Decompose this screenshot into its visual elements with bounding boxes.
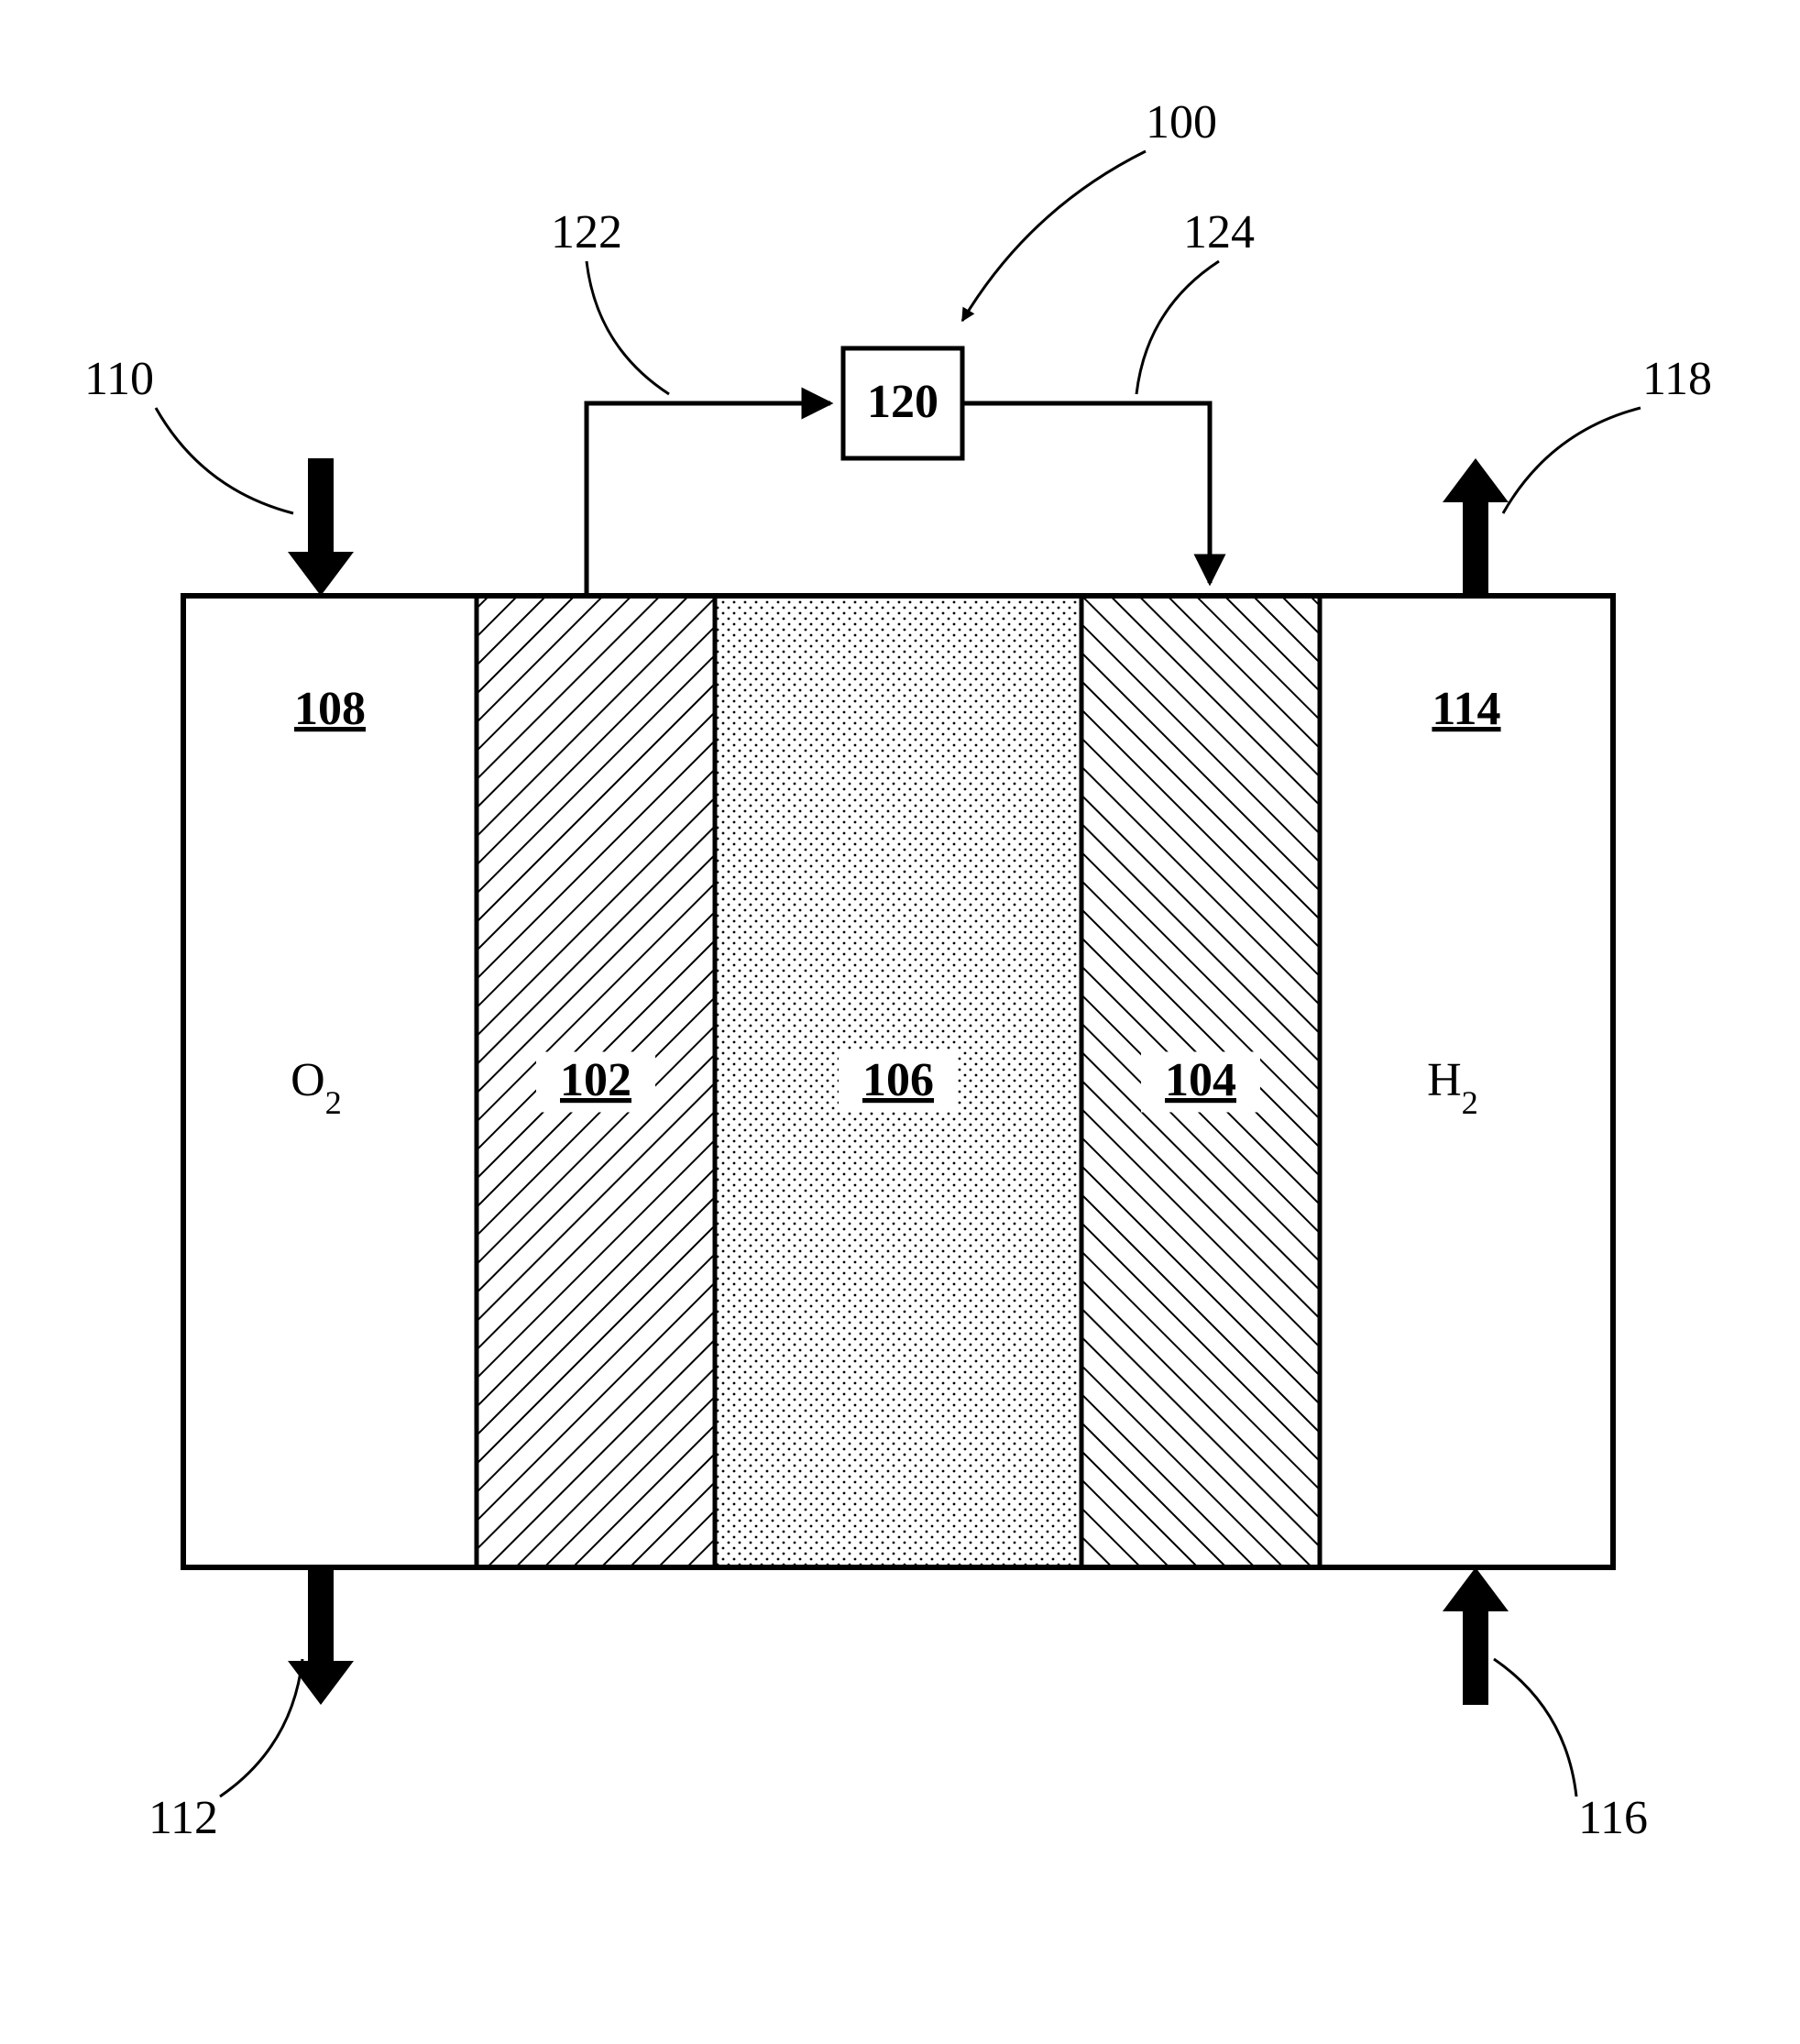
flow-arrow-116: [1443, 1567, 1509, 1705]
leader-124: [1136, 261, 1219, 394]
circuit-wire-left: [587, 403, 830, 596]
label-106: 106: [862, 1054, 934, 1106]
label-114: 114: [1432, 683, 1500, 735]
leader-112: [220, 1659, 302, 1797]
label-100: 100: [1146, 96, 1217, 148]
leader-100: [962, 151, 1146, 321]
section-108: [183, 596, 477, 1567]
flow-arrow-118: [1443, 458, 1509, 596]
section-114: [1320, 596, 1613, 1567]
label-104: 104: [1165, 1054, 1236, 1106]
circuit-wire-right: [962, 403, 1210, 583]
label-102: 102: [560, 1054, 631, 1106]
label-116: 116: [1578, 1792, 1648, 1844]
leader-118: [1503, 408, 1641, 513]
leader-116: [1494, 1659, 1576, 1797]
leader-110: [156, 408, 293, 513]
label-124: 124: [1183, 206, 1255, 258]
label-110: 110: [84, 353, 154, 405]
leader-122: [587, 261, 669, 394]
label-120: 120: [867, 376, 938, 428]
label-112: 112: [148, 1792, 218, 1844]
label-108: 108: [294, 683, 366, 735]
label-122: 122: [551, 206, 622, 258]
label-118: 118: [1642, 353, 1712, 405]
flow-arrow-110: [288, 458, 354, 596]
